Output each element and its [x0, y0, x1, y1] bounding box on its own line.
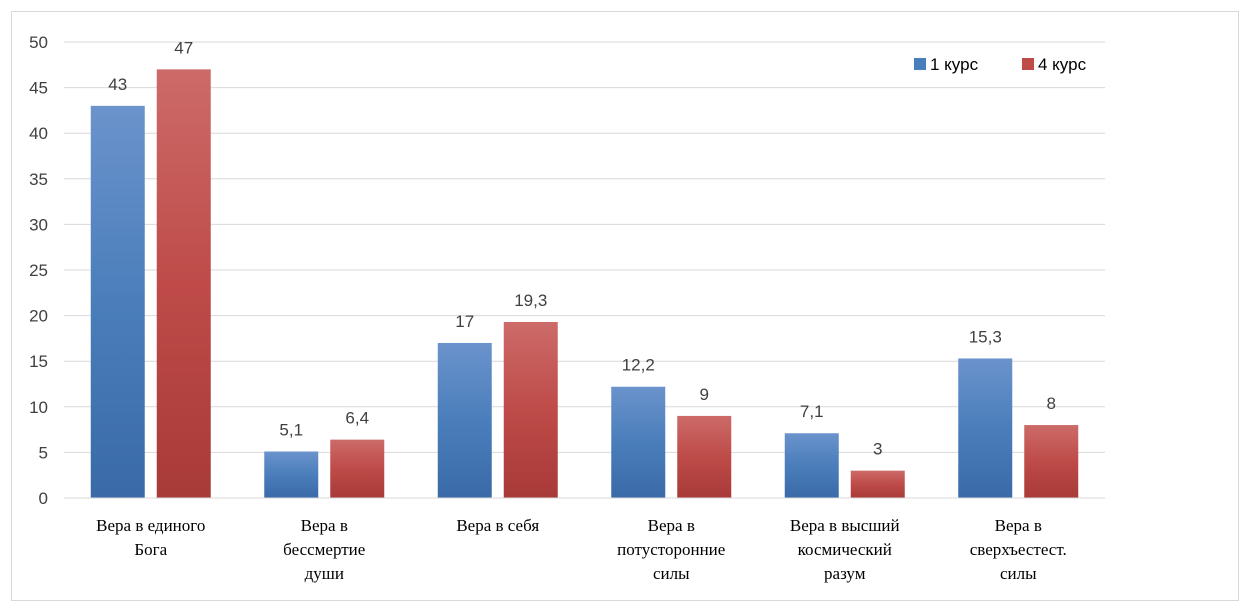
- data-label: 17: [455, 312, 474, 331]
- x-category-label: Вера в себя: [456, 516, 539, 535]
- x-category-label: Бога: [134, 540, 167, 559]
- x-axis: Вера в единого Бога Вера в бессмертие души Ве…: [64, 497, 1105, 583]
- y-axis: 0 5 10 15 20 25 30 35 40 45 50: [29, 33, 48, 508]
- y-tick-label: 45: [29, 79, 48, 98]
- y-tick-label: 5: [39, 443, 48, 462]
- bar-series1: [958, 358, 1013, 498]
- x-category-label: Вера в: [301, 516, 348, 535]
- x-category-label: Вера в: [648, 516, 695, 535]
- bar-series1: [437, 342, 492, 498]
- y-tick-label: 25: [29, 261, 48, 280]
- data-label: 9: [700, 385, 709, 404]
- y-tick-label: 20: [29, 307, 48, 326]
- gridlines: [64, 41, 1105, 499]
- y-tick-label: 50: [29, 33, 48, 52]
- y-tick-label: 0: [39, 489, 48, 508]
- y-tick-label: 35: [29, 170, 48, 189]
- chart-frame: [11, 11, 1239, 601]
- data-label: 47: [174, 38, 193, 57]
- bar-series2: [156, 69, 211, 499]
- data-label: 15,3: [969, 327, 1002, 346]
- legend-label: 1 курс: [930, 55, 979, 74]
- legend-swatch: [914, 58, 926, 70]
- bar-series1: [264, 451, 319, 498]
- data-label: 19,3: [514, 291, 547, 310]
- bar-series1: [90, 105, 145, 498]
- y-tick-label: 15: [29, 352, 48, 371]
- data-label: 7,1: [800, 402, 824, 421]
- bar-series2: [1024, 425, 1079, 498]
- x-category-label: Вера в единого: [96, 516, 205, 535]
- y-tick-label: 10: [29, 398, 48, 417]
- x-category-label: потусторонние: [617, 540, 725, 559]
- legend: 1 курс 4 курс: [914, 55, 1087, 74]
- bar-series2: [850, 470, 905, 498]
- x-category-label: силы: [1000, 564, 1037, 583]
- bar-series1: [784, 433, 839, 498]
- bar-series2: [677, 415, 732, 498]
- x-category-label: Вера в высший: [790, 516, 900, 535]
- bar-series1: [611, 386, 666, 498]
- y-tick-label: 30: [29, 215, 48, 234]
- x-category-label: души: [305, 564, 344, 583]
- data-label: 8: [1047, 394, 1056, 413]
- legend-swatch: [1022, 58, 1034, 70]
- data-label: 5,1: [279, 420, 303, 439]
- x-category-label: сверхъестест.: [970, 540, 1067, 559]
- x-category-label: космический: [798, 540, 892, 559]
- data-label: 12,2: [622, 356, 655, 375]
- x-category-label: Вера в: [995, 516, 1042, 535]
- data-label: 6,4: [345, 409, 369, 428]
- y-tick-label: 40: [29, 124, 48, 143]
- x-category-label: бессмертие: [283, 540, 365, 559]
- bars: [90, 69, 1079, 499]
- bar-series2: [330, 439, 385, 498]
- x-category-label: разум: [824, 564, 866, 583]
- data-labels: 43 47 5,1 6,4 17 19,3 12,2 9 7,1 3 15,3 8: [108, 38, 1056, 458]
- legend-label: 4 курс: [1038, 55, 1087, 74]
- x-category-label: силы: [653, 564, 690, 583]
- data-label: 43: [108, 75, 127, 94]
- bar-series2: [503, 321, 558, 498]
- data-label: 3: [873, 440, 882, 459]
